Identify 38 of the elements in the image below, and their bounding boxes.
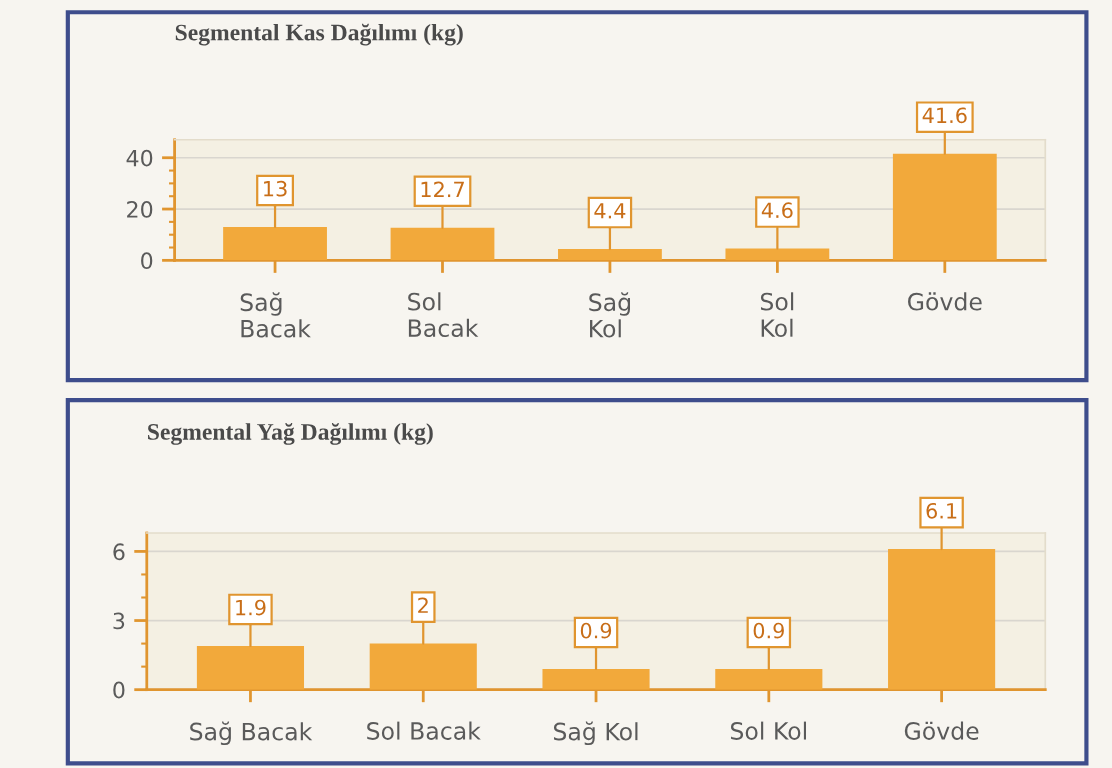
data-label: 4.6 [761, 202, 793, 219]
bar [888, 549, 996, 690]
data-label: 12.7 [421, 181, 464, 198]
chart-title: Segmental Kas Dağılımı (kg) [175, 23, 463, 46]
bar [390, 227, 495, 261]
x-tick-label: Sağ Kol [553, 721, 638, 746]
data-label: 41.6 [922, 107, 967, 124]
data-label: 4.4 [594, 203, 626, 219]
data-label: 2 [418, 597, 428, 613]
bar [715, 668, 823, 690]
x-tick-label: Sol Kol [730, 721, 807, 740]
bar [725, 248, 830, 261]
x-tick-label: Sağ Bacak [240, 292, 311, 338]
data-label: 1.9 [236, 599, 266, 616]
y-tick-label: 40 [126, 149, 153, 167]
data-label: 13 [264, 180, 287, 197]
x-tick-label: Sol Bacak [408, 292, 479, 338]
bar [542, 668, 650, 690]
data-label: 0.9 [580, 622, 612, 639]
x-tick-label: Sol Bacak [367, 721, 481, 740]
x-tick-label: Sağ Bacak [190, 721, 313, 746]
chart-title: Segmental Yağ Dağılımı (kg) [148, 423, 433, 445]
x-tick-label: Sol Kol [760, 292, 794, 338]
x-tick-label: Sağ Kol [589, 292, 631, 338]
y-tick-label: 0 [141, 252, 153, 270]
data-label: 0.9 [753, 622, 784, 639]
bar [558, 249, 662, 261]
y-tick-label: 20 [127, 200, 153, 218]
y-tick-label: 0 [113, 681, 125, 699]
bar [223, 227, 327, 261]
x-tick-label: Gövde [904, 721, 979, 740]
x-tick-label: Gövde [908, 292, 982, 311]
y-tick-label: 6 [113, 543, 125, 561]
bar [369, 643, 477, 690]
y-tick-label: 3 [113, 612, 125, 630]
data-label: 6.1 [926, 502, 957, 519]
bar [892, 153, 997, 261]
bar [196, 645, 305, 690]
